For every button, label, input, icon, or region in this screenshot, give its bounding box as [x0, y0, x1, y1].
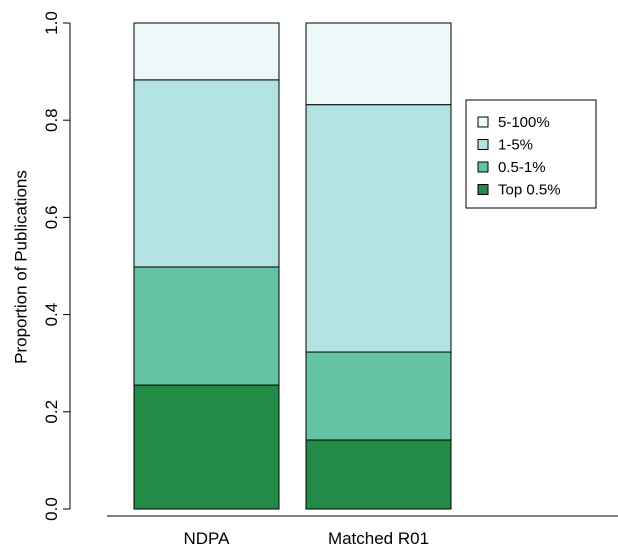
legend-swatch	[477, 184, 489, 195]
x-tick-label: NDPA	[184, 529, 231, 548]
x-tick-label: Matched R01	[328, 529, 429, 548]
legend: 5-100% 1-5% 0.5-1% Top 0.5%	[465, 99, 597, 209]
bars	[133, 22, 452, 510]
legend-label: 0.5-1%	[498, 159, 546, 176]
bar-segment	[133, 266, 280, 386]
y-tick-label: 0.4	[42, 303, 61, 327]
y-axis: 0.0 0.2 0.4 0.6 0.8 1.0	[42, 11, 71, 521]
bar-segment	[305, 104, 452, 353]
y-tick-label: 0.2	[42, 400, 61, 424]
bar-segment	[133, 384, 280, 510]
y-tick-label: 0.6	[42, 206, 61, 230]
bar-segment	[305, 22, 452, 106]
legend-swatch	[477, 116, 489, 128]
y-tick-label: 1.0	[42, 11, 61, 35]
bar-segment	[133, 79, 280, 268]
bar-segment	[305, 439, 452, 510]
legend-swatch	[477, 161, 489, 173]
y-tick-label: 0.0	[42, 497, 61, 521]
legend-swatch	[477, 139, 489, 150]
bar-segment	[305, 351, 452, 441]
y-axis-label: Proportion of Publications	[11, 170, 30, 364]
bar-segment	[133, 22, 280, 81]
y-tick-label: 0.8	[42, 108, 61, 132]
legend-label: 5-100%	[498, 114, 550, 131]
legend-label: Top 0.5%	[498, 182, 561, 199]
x-axis: NDPA Matched R01	[107, 515, 618, 548]
legend-label: 1-5%	[498, 137, 533, 154]
